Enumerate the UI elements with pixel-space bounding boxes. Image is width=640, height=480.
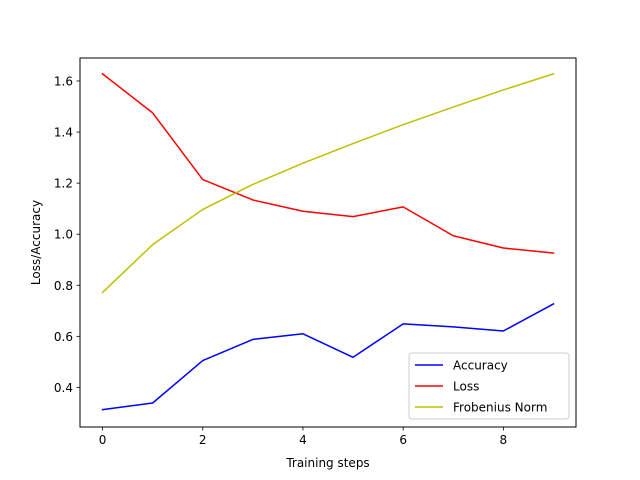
x-tick-label: 2: [199, 433, 207, 447]
legend-label-frobenius-norm: Frobenius Norm: [453, 401, 547, 415]
y-tick-label: 0.4: [54, 381, 73, 395]
y-tick-label: 1.6: [54, 74, 73, 88]
legend-box: [408, 352, 570, 420]
x-tick-label: 4: [299, 433, 307, 447]
series-line-accuracy: [101, 302, 555, 411]
x-axis-label: Training steps: [285, 456, 369, 470]
legend-label-loss: Loss: [453, 380, 479, 394]
y-tick-label: 0.6: [54, 330, 73, 344]
y-tick-label: 1.2: [54, 177, 73, 191]
series-layer: [101, 72, 555, 411]
x-tick-label: 8: [500, 433, 508, 447]
legend: Accuracy Loss Frobenius Norm: [408, 352, 570, 420]
y-tick-label: 1.0: [54, 228, 73, 242]
x-tick-label: 0: [99, 433, 107, 447]
series-line-frobenius-norm: [101, 72, 555, 294]
plot-frame: [79, 57, 577, 428]
series-line-loss: [101, 72, 555, 254]
y-axis-label: Loss/Accuracy: [29, 200, 43, 285]
ticks-layer: 0 2 4 6 8 0.4 0.6 0.8 1.0 1.2 1.4 1.6: [54, 74, 507, 447]
y-tick-label: 1.4: [54, 126, 73, 140]
legend-label-accuracy: Accuracy: [453, 359, 508, 373]
y-tick-label: 0.8: [54, 279, 73, 293]
x-tick-label: 6: [399, 433, 407, 447]
